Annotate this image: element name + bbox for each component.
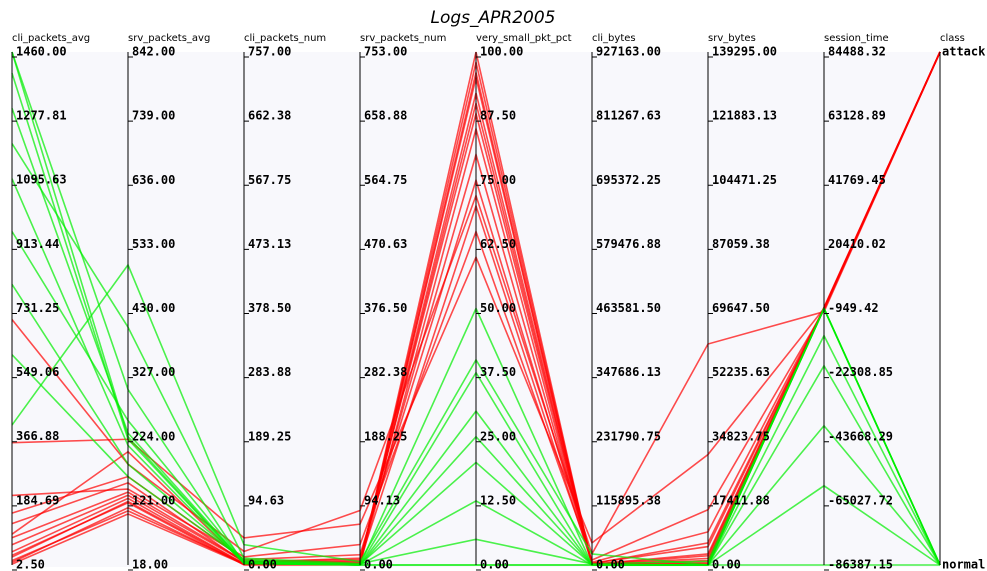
tick-label: 87.50 <box>480 109 516 123</box>
tick-label: 63128.89 <box>828 109 886 123</box>
tick-label: -949.42 <box>828 301 879 315</box>
tick-label: 366.88 <box>16 429 59 443</box>
axis-name: class <box>940 33 965 44</box>
tick-label: 463581.50 <box>596 301 661 315</box>
tick-label: 757.00 <box>248 45 291 59</box>
tick-label: 104471.25 <box>712 173 777 187</box>
tick-label: 87059.38 <box>712 237 770 251</box>
tick-label: 913.44 <box>16 237 59 251</box>
tick-label: 41769.45 <box>828 173 886 187</box>
tick-label: 2.50 <box>16 558 45 571</box>
tick-label: 189.25 <box>248 429 291 443</box>
tick-label: 224.00 <box>132 429 175 443</box>
tick-label: 753.00 <box>364 45 407 59</box>
tick-label: -86387.15 <box>828 558 893 571</box>
tick-label: 94.63 <box>248 493 284 507</box>
tick-label: 62.50 <box>480 237 516 251</box>
tick-label: 0.00 <box>480 558 509 571</box>
tick-label: 84488.32 <box>828 45 886 59</box>
axis-name: srv_bytes <box>708 33 756 44</box>
tick-label: 25.00 <box>480 429 516 443</box>
chart-title: Logs_APR2005 <box>431 8 556 28</box>
tick-label: 20410.02 <box>828 237 886 251</box>
tick-label: 100.00 <box>480 45 523 59</box>
tick-label: 470.63 <box>364 237 407 251</box>
tick-label: 378.50 <box>248 301 291 315</box>
tick-label: 695372.25 <box>596 173 661 187</box>
tick-label: 115895.38 <box>596 493 661 507</box>
tick-label: 1460.00 <box>16 45 67 59</box>
tick-label: 1277.81 <box>16 109 67 123</box>
tick-label: 658.88 <box>364 109 407 123</box>
tick-label: 662.38 <box>248 109 291 123</box>
class-label: attack <box>942 45 986 59</box>
axis-name: srv_packets_avg <box>128 33 210 44</box>
tick-label: 94.13 <box>364 493 400 507</box>
tick-label: 731.25 <box>16 301 59 315</box>
tick-label: 184.69 <box>16 493 59 507</box>
axis-name: cli_bytes <box>592 33 636 44</box>
tick-label: 739.00 <box>132 109 175 123</box>
tick-label: 121883.13 <box>712 109 777 123</box>
axis-name: session_time <box>824 33 889 44</box>
axis-name: very_small_pkt_pct <box>476 33 572 44</box>
tick-label: 17411.88 <box>712 493 770 507</box>
tick-label: 533.00 <box>132 237 175 251</box>
tick-label: 1095.63 <box>16 173 67 187</box>
tick-label: 283.88 <box>248 365 291 379</box>
class-label: normal <box>942 558 985 571</box>
tick-label: 0.00 <box>596 558 625 571</box>
tick-label: 231790.75 <box>596 429 661 443</box>
tick-label: -43668.29 <box>828 429 893 443</box>
tick-label: 811267.63 <box>596 109 661 123</box>
tick-label: 567.75 <box>248 173 291 187</box>
tick-label: -65027.72 <box>828 493 893 507</box>
tick-label: 50.00 <box>480 301 516 315</box>
tick-label: 473.13 <box>248 237 291 251</box>
axis-name: srv_packets_num <box>360 33 446 44</box>
tick-label: 579476.88 <box>596 237 661 251</box>
tick-label: 121.00 <box>132 493 175 507</box>
tick-label: 549.06 <box>16 365 59 379</box>
tick-label: 37.50 <box>480 365 516 379</box>
tick-label: 0.00 <box>248 558 277 571</box>
tick-label: 927163.00 <box>596 45 661 59</box>
tick-label: -22308.85 <box>828 365 893 379</box>
tick-label: 0.00 <box>364 558 393 571</box>
tick-label: 376.50 <box>364 301 407 315</box>
tick-label: 0.00 <box>712 558 741 571</box>
tick-label: 75.00 <box>480 173 516 187</box>
tick-label: 34823.75 <box>712 429 770 443</box>
tick-label: 18.00 <box>132 558 168 571</box>
tick-label: 12.50 <box>480 493 516 507</box>
tick-label: 188.25 <box>364 429 407 443</box>
tick-label: 327.00 <box>132 365 175 379</box>
tick-label: 430.00 <box>132 301 175 315</box>
axis-name: cli_packets_avg <box>12 33 90 44</box>
tick-label: 347686.13 <box>596 365 661 379</box>
tick-label: 69647.50 <box>712 301 770 315</box>
tick-label: 636.00 <box>132 173 175 187</box>
tick-label: 52235.63 <box>712 365 770 379</box>
axis-name: cli_packets_num <box>244 33 326 44</box>
tick-label: 139295.00 <box>712 45 777 59</box>
tick-label: 564.75 <box>364 173 407 187</box>
tick-label: 842.00 <box>132 45 175 59</box>
tick-label: 282.38 <box>364 365 407 379</box>
